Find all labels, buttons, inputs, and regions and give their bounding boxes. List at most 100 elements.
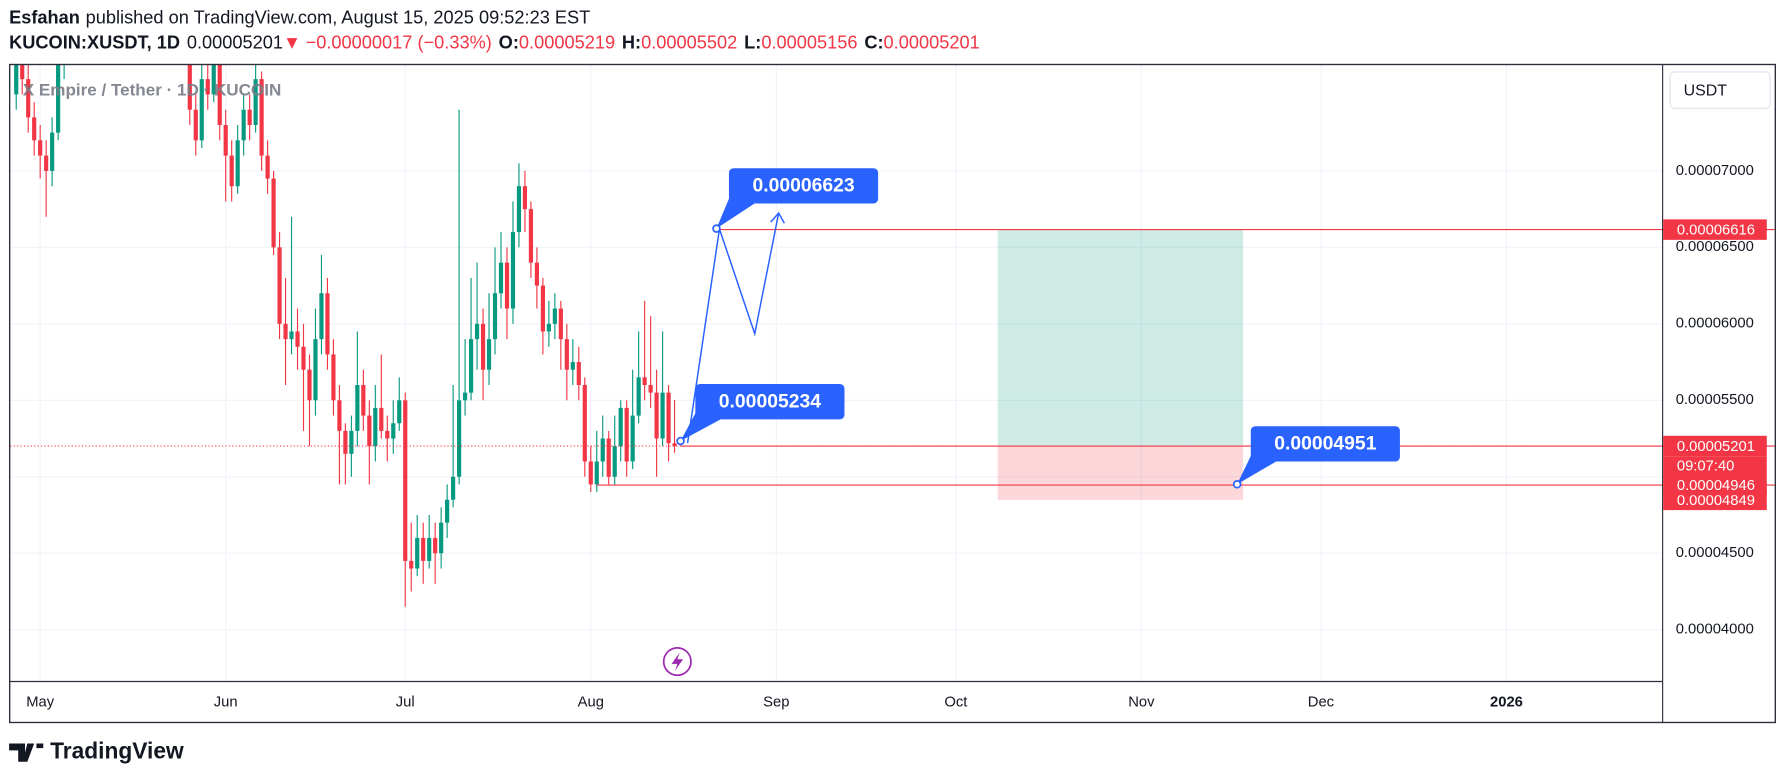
chart-title: X Empire / Tether · 1D · KUCOIN [23, 81, 282, 100]
candle-body [672, 443, 677, 447]
candle-body [182, 33, 186, 48]
profit-zone [997, 229, 1244, 447]
publish-line: Esfahan published on TradingView.com, Aug… [9, 7, 590, 27]
candle-body [403, 400, 408, 561]
candle-body [379, 407, 384, 431]
open-label: O: [499, 32, 519, 52]
candle-body [385, 430, 390, 439]
candle-body [44, 155, 49, 171]
candle-body [600, 438, 605, 462]
candle-body [618, 407, 623, 447]
candle-body [259, 79, 264, 156]
position-tool [997, 229, 1244, 500]
x-tick-label: Jun [214, 694, 238, 710]
currency-button[interactable] [1669, 71, 1771, 109]
candle-body [433, 537, 438, 554]
candle-body [343, 430, 348, 454]
callout-point [1232, 479, 1242, 489]
last-price-label-bg [1663, 435, 1767, 457]
x-tick-label: Jul [396, 694, 415, 710]
candle-body [528, 209, 534, 263]
candle-body [349, 430, 354, 454]
candle-body [415, 537, 420, 569]
candle-body [522, 186, 528, 210]
candle-body [546, 323, 551, 332]
candle-body [564, 339, 569, 370]
symbol-line: KUCOIN:XUSDT, 1D 0.00005201▼ −0.00000017 (… [9, 32, 980, 52]
candle-body [409, 560, 414, 569]
candle-body [193, 109, 198, 141]
candle-body [451, 476, 456, 500]
candle-body [468, 339, 474, 393]
candle-body [439, 522, 444, 554]
candle-body [630, 415, 635, 462]
candle-body [325, 293, 330, 355]
candle-body [307, 369, 312, 401]
x-tick-label: 2026 [1490, 694, 1523, 710]
published: published on TradingView.com, August 15,… [86, 7, 591, 27]
y-tick-label: 0.00004000 [1676, 622, 1754, 638]
axes: 0.000040000.000045000.000050000.00005500… [26, 163, 1767, 710]
candle-body [247, 109, 252, 126]
callout-box [728, 168, 879, 204]
candle-body [50, 132, 55, 171]
candle-body [666, 392, 671, 444]
level-label: 0.00004946 [1677, 478, 1755, 494]
candle-body [337, 400, 342, 431]
callout-point [712, 224, 721, 233]
callout-label: 0.00004951 [1274, 433, 1376, 455]
candle-body [642, 377, 647, 385]
close-value: 0.00005201 [884, 32, 980, 52]
candle-body [421, 537, 426, 561]
stop-label: 0.00004849 [1677, 493, 1755, 509]
candle-body [319, 293, 324, 340]
high-label: H: [622, 32, 641, 52]
candle-body [474, 323, 480, 340]
candle-body [235, 140, 240, 187]
candle-body [558, 308, 563, 340]
x-tick-label: May [26, 694, 55, 710]
y-tick-label: 0.00004500 [1676, 545, 1754, 561]
candle-body [654, 392, 659, 439]
candle-body [241, 109, 246, 141]
candle-body [540, 285, 545, 332]
candle-body [313, 339, 318, 401]
high-value: 0.00005502 [641, 32, 737, 52]
candle-body [462, 392, 468, 401]
currency: USDT [1684, 82, 1728, 99]
candle-body [20, 65, 25, 80]
candle-body [205, 79, 210, 95]
candle-body [355, 384, 360, 431]
candle-body [492, 293, 498, 340]
candle-body [56, 65, 61, 133]
candle-body [648, 384, 653, 393]
candle-body [331, 354, 336, 401]
x-tick-label: Dec [1308, 694, 1334, 710]
candle-body [636, 377, 641, 416]
logo-mark [9, 743, 44, 762]
candle-body [211, 65, 216, 95]
candle-body [504, 262, 510, 309]
last-price-label: 0.00005201 [1677, 439, 1755, 455]
countdown-bg [1663, 456, 1767, 476]
candle-body [457, 400, 462, 477]
chart-frame [8, 63, 1777, 724]
target-label: 0.00006616 [1677, 223, 1755, 239]
low-label: L: [744, 32, 761, 52]
candle-body [38, 140, 43, 156]
candle-body [277, 247, 282, 324]
candle-body [606, 438, 611, 477]
callout-label: 0.00006623 [752, 175, 854, 197]
candle-body [271, 178, 276, 248]
candle-body [624, 407, 629, 462]
y-tick-label: 0.00007000 [1676, 163, 1754, 179]
candle-body [14, 65, 19, 95]
candle-body [26, 79, 31, 118]
low-value: 0.00005156 [761, 32, 857, 52]
candle-body [427, 537, 432, 561]
candle-body [361, 384, 366, 416]
candle-body [534, 262, 540, 286]
candle-body [594, 461, 599, 485]
